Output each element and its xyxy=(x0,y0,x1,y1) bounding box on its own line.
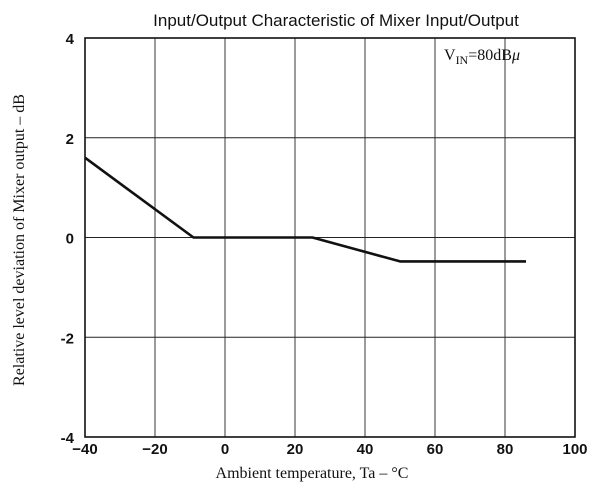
series-group xyxy=(84,156,526,263)
series-line xyxy=(84,156,526,263)
y-tick-labels: 4 2 0 -2 -4 xyxy=(61,31,75,447)
y-axis-label: Relative level deviation of Mixer output… xyxy=(11,94,28,386)
grid xyxy=(85,38,575,437)
y-tick-label: -2 xyxy=(61,330,74,347)
y-tick-label: 2 xyxy=(66,131,74,148)
chart-title: Input/Output Characteristic of Mixer Inp… xyxy=(153,11,519,30)
x-tick-label: 0 xyxy=(221,441,229,458)
x-tick-label: 40 xyxy=(357,441,374,458)
x-tick-label: 20 xyxy=(287,441,304,458)
plot-frame xyxy=(84,37,576,438)
x-tick-label: 80 xyxy=(497,441,514,458)
vin-annotation: VIN=80dBμ xyxy=(444,47,520,67)
x-tick-label: 60 xyxy=(427,441,444,458)
y-tick-label: 4 xyxy=(66,31,75,48)
x-tick-labels: −40 −20 0 20 40 60 80 100 xyxy=(72,441,587,458)
x-axis-label: Ambient temperature, Ta – °C xyxy=(216,465,409,482)
y-tick-label: -4 xyxy=(61,430,75,447)
x-tick-label: 100 xyxy=(562,441,587,458)
x-tick-label: −20 xyxy=(142,441,167,458)
y-tick-label: 0 xyxy=(66,231,74,248)
x-tick-label: −40 xyxy=(72,441,97,458)
